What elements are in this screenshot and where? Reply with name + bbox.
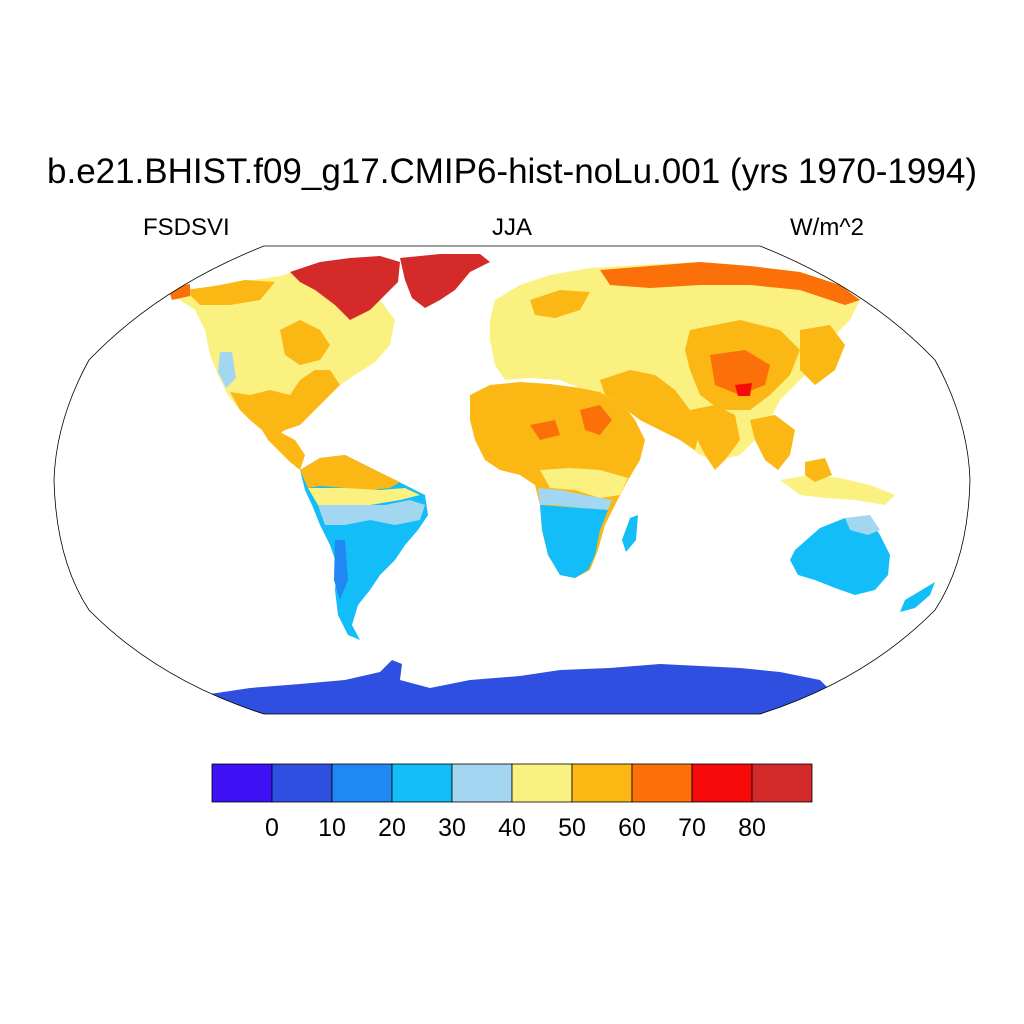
region-north-america-warm-2 bbox=[280, 320, 330, 365]
region-siberia-north bbox=[600, 262, 860, 305]
colorbar-swatch bbox=[451, 763, 513, 803]
colorbar-swatch bbox=[631, 763, 693, 803]
region-africa-yellow-band bbox=[540, 468, 628, 498]
region-greenland bbox=[400, 254, 490, 308]
region-middle-east bbox=[600, 370, 700, 450]
region-central-america bbox=[262, 430, 305, 470]
colorbar-tick-label: 20 bbox=[378, 814, 406, 842]
region-south-america-deep bbox=[334, 540, 348, 600]
region-africa-transition bbox=[538, 488, 612, 510]
region-australia-north bbox=[845, 515, 880, 535]
colorbar-swatch bbox=[331, 763, 393, 803]
region-southeast-asia bbox=[750, 415, 795, 470]
region-north-america-warm-3 bbox=[185, 280, 275, 305]
region-north-america bbox=[170, 270, 395, 440]
region-east-africa-hotspot bbox=[580, 405, 612, 435]
map-boundary bbox=[53, 245, 971, 715]
colorbar-tick-label: 60 bbox=[618, 814, 646, 842]
region-eurasia bbox=[490, 262, 860, 460]
region-madagascar bbox=[622, 515, 638, 552]
colorbar-swatch bbox=[511, 763, 573, 803]
region-south-america-north bbox=[300, 455, 400, 490]
colorbar-tick-label: 70 bbox=[678, 814, 706, 842]
region-india bbox=[690, 405, 740, 470]
region-southern-africa bbox=[540, 505, 608, 578]
colorbar-swatch bbox=[571, 763, 633, 803]
season-label: JJA bbox=[491, 214, 532, 241]
plot-title: b.e21.BHIST.f09_g17.CMIP6-hist-noLu.001 … bbox=[47, 152, 977, 191]
colorbar-swatch bbox=[391, 763, 453, 803]
region-indonesia bbox=[780, 475, 895, 505]
region-south-america-transition bbox=[318, 500, 425, 525]
colorbar: 0 10 20 30 40 50 60 70 80 bbox=[211, 763, 813, 842]
region-antarctica bbox=[200, 660, 840, 714]
region-us-west-coast bbox=[218, 352, 236, 388]
region-new-zealand bbox=[900, 582, 935, 612]
colorbar-tick-label: 80 bbox=[738, 814, 766, 842]
colorbar-tick-label: 0 bbox=[265, 814, 279, 842]
colorbar-swatch bbox=[271, 763, 333, 803]
region-south-america-band bbox=[308, 488, 420, 508]
region-sahara-hotspot bbox=[530, 420, 560, 440]
units-label: W/m^2 bbox=[790, 214, 864, 241]
region-borneo bbox=[805, 458, 832, 482]
colorbar-swatch bbox=[691, 763, 753, 803]
region-europe-north bbox=[530, 290, 590, 318]
map-land bbox=[168, 254, 935, 714]
colorbar-tick-label: 50 bbox=[558, 814, 586, 842]
region-tibet-peak bbox=[735, 383, 752, 396]
colorbar-tick-label: 10 bbox=[318, 814, 346, 842]
variable-label: FSDSVI bbox=[143, 214, 230, 241]
region-arctic-archipelago bbox=[290, 256, 400, 320]
region-australia bbox=[790, 518, 890, 595]
colorbar-tick-label: 40 bbox=[498, 814, 526, 842]
region-tibet-hotspot bbox=[710, 350, 770, 395]
region-north-america-warm bbox=[230, 370, 340, 440]
colorbar-tick-label: 30 bbox=[438, 814, 466, 842]
region-east-asia-coast bbox=[800, 325, 845, 385]
colorbar-swatch bbox=[751, 763, 813, 803]
colorbar-swatch bbox=[211, 763, 273, 803]
